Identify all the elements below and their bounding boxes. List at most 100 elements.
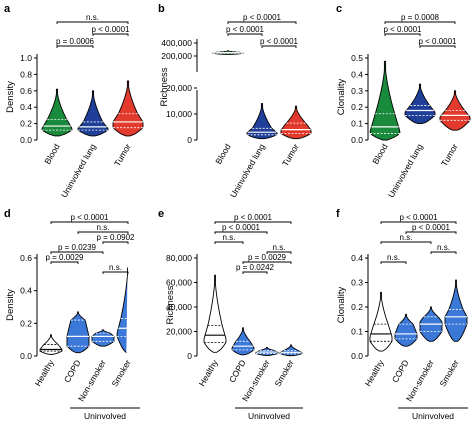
significance-label: p = 0.0008 bbox=[401, 13, 440, 22]
category-label: Smoker bbox=[272, 358, 295, 389]
y-axis-label: Clonality bbox=[336, 79, 347, 116]
significance-bracket bbox=[56, 21, 129, 24]
y-tick-label: 400,000 bbox=[161, 38, 192, 48]
y-axis-label: Clonality bbox=[336, 287, 347, 324]
significance-label: p < 0.0001 bbox=[226, 25, 265, 34]
category-label: Uninvolved lung bbox=[59, 142, 98, 200]
significance-bracket bbox=[227, 21, 297, 24]
violin-0 bbox=[369, 60, 401, 141]
y-tick-label: 0.4 bbox=[351, 253, 363, 263]
violin-2 bbox=[91, 329, 115, 347]
y-tick-label: 0.4 bbox=[20, 102, 32, 112]
category-label: Blood bbox=[42, 142, 62, 166]
group-label: Uninvolved bbox=[84, 411, 126, 421]
significance-bracket bbox=[50, 261, 79, 264]
panel-letter: d bbox=[4, 208, 11, 220]
panel-letter: c bbox=[336, 3, 342, 15]
significance-bracket bbox=[92, 33, 129, 36]
y-axis-label: Richness bbox=[159, 67, 170, 106]
y-tick-label: 0.6 bbox=[20, 253, 32, 263]
significance-bracket bbox=[266, 251, 292, 254]
violin-1 bbox=[246, 103, 278, 140]
significance-bracket bbox=[380, 261, 407, 264]
y-tick-label: 0.2 bbox=[351, 302, 363, 312]
violin-2 bbox=[255, 346, 279, 356]
category-label: Smoker bbox=[109, 358, 132, 389]
significance-label: p < 0.0001 bbox=[383, 25, 422, 34]
violin-1 bbox=[394, 313, 418, 347]
y-tick-label: 0.0 bbox=[351, 135, 363, 145]
category-label: Uninvolved lung bbox=[386, 142, 425, 200]
significance-label: n.s. bbox=[86, 13, 99, 22]
significance-label: n.s. bbox=[400, 233, 413, 242]
significance-bracket bbox=[56, 45, 94, 48]
y-tick-label: 0.6 bbox=[20, 86, 32, 96]
y-tick-label: 0.2 bbox=[351, 102, 363, 112]
category-label: COPD bbox=[390, 358, 411, 384]
y-tick-label: 0.2 bbox=[20, 318, 32, 328]
significance-bracket bbox=[384, 33, 421, 36]
significance-bracket bbox=[227, 33, 263, 36]
y-tick-label: 200,000 bbox=[161, 51, 192, 61]
significance-bracket bbox=[261, 45, 297, 48]
significance-bracket bbox=[214, 241, 244, 244]
violin-3 bbox=[444, 279, 468, 342]
category-label: Healthy bbox=[363, 357, 386, 388]
y-axis-label: Density bbox=[5, 81, 16, 113]
significance-label: p < 0.0001 bbox=[70, 213, 109, 222]
significance-label: n.s. bbox=[97, 223, 110, 232]
category-label: Blood bbox=[213, 142, 233, 166]
y-tick-label: 0 bbox=[187, 351, 192, 361]
significance-bracket bbox=[102, 241, 129, 244]
panel-letter: e bbox=[158, 208, 164, 220]
category-label: Healthy bbox=[33, 357, 56, 388]
panel-letter: b bbox=[158, 3, 165, 15]
significance-label: n.s. bbox=[387, 253, 400, 262]
group-label: Uninvolved bbox=[248, 411, 290, 421]
significance-label: p < 0.0001 bbox=[91, 25, 130, 34]
y-tick-label: 0.4 bbox=[20, 286, 32, 296]
y-tick-label: 0.2 bbox=[20, 119, 32, 129]
significance-label: p < 0.0001 bbox=[412, 223, 451, 232]
y-tick-label: 0.8 bbox=[20, 69, 32, 79]
category-label: Tumor bbox=[280, 142, 301, 168]
violin-0 bbox=[369, 291, 393, 352]
violin-3 bbox=[116, 267, 129, 354]
significance-bracket bbox=[242, 271, 268, 274]
significance-label: p = 0.0902 bbox=[96, 233, 135, 242]
significance-label: n.s. bbox=[223, 233, 236, 242]
y-tick-label: 10,000 bbox=[166, 109, 192, 119]
significance-bracket bbox=[50, 251, 104, 254]
category-label: COPD bbox=[62, 358, 83, 384]
significance-label: p < 0.0001 bbox=[234, 213, 273, 222]
y-axis-label: Density bbox=[5, 289, 16, 321]
category-label: Smoker bbox=[437, 358, 460, 389]
y-tick-label: 0.3 bbox=[351, 278, 363, 288]
category-label: Blood bbox=[370, 142, 390, 166]
significance-bracket bbox=[50, 221, 129, 224]
significance-label: n.s. bbox=[273, 243, 286, 252]
y-tick-label: 40,000 bbox=[166, 302, 192, 312]
y-tick-label: 80,000 bbox=[166, 253, 192, 263]
y-tick-label: 0 bbox=[187, 135, 192, 145]
significance-bracket bbox=[384, 21, 456, 24]
significance-bracket bbox=[214, 231, 268, 234]
significance-bracket bbox=[214, 221, 292, 224]
y-tick-label: 0.0 bbox=[351, 351, 363, 361]
category-label: Uninvolved lung bbox=[228, 142, 267, 200]
y-tick-label: 20,000 bbox=[166, 83, 192, 93]
y-tick-label: 0.1 bbox=[351, 119, 363, 129]
y-tick-label: 0.0 bbox=[20, 351, 32, 361]
significance-bracket bbox=[242, 261, 292, 264]
significance-bracket bbox=[405, 231, 457, 234]
y-tick-label: 0.3 bbox=[351, 86, 363, 96]
violin-0 bbox=[41, 88, 73, 137]
significance-label: p < 0.0001 bbox=[260, 37, 299, 46]
y-tick-label: 20,000 bbox=[166, 327, 192, 337]
category-label: COPD bbox=[227, 358, 248, 384]
significance-bracket bbox=[77, 231, 129, 234]
significance-bracket bbox=[380, 241, 432, 244]
violin-1 bbox=[404, 83, 436, 125]
